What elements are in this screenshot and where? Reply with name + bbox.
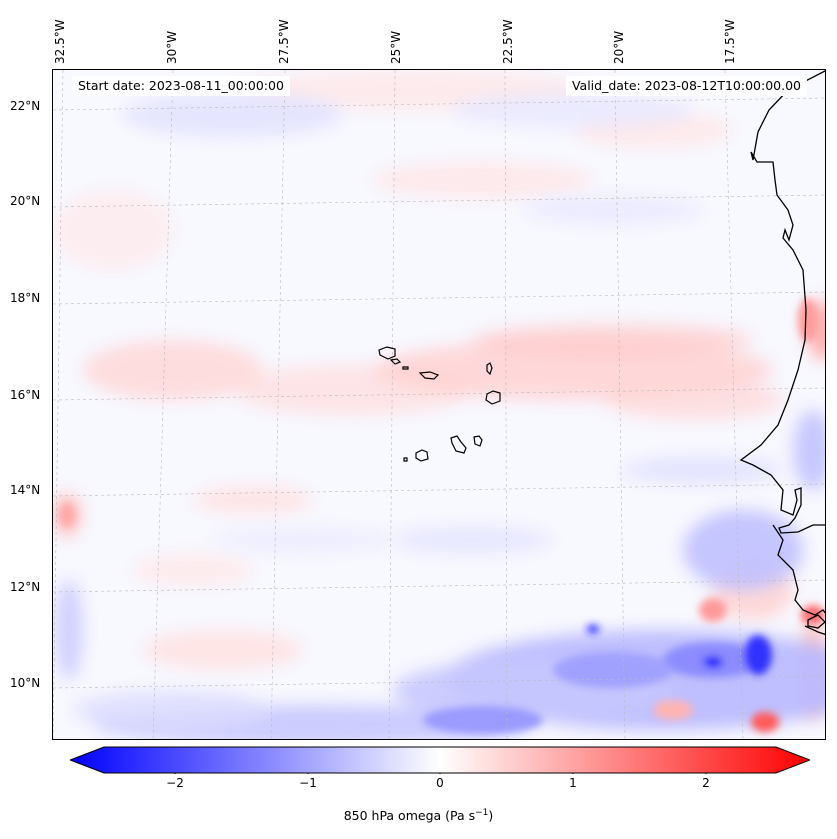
valid-date-label: Valid_date: 2023-08-12T10:00:00.00 [565, 76, 807, 96]
omega-field-map [53, 70, 825, 739]
lon-label-27-5w: 27.5°W [277, 19, 291, 64]
colorbar-label-exponent: −1 [475, 808, 489, 818]
cb-tick-neg1: −1 [299, 776, 317, 790]
lat-label-12n: 12°N [10, 580, 41, 594]
colorbar [70, 746, 810, 774]
cb-tick-2: 2 [702, 776, 710, 790]
lat-label-14n: 14°N [10, 483, 41, 497]
lon-label-20w: 20°W [612, 30, 626, 64]
lon-label-32-5w: 32.5°W [53, 19, 67, 64]
lat-label-10n: 10°N [10, 676, 41, 690]
cape-verde-islands [378, 346, 501, 462]
start-date-label: Start date: 2023-08-11_00:00:00 [72, 76, 290, 96]
cb-tick-0: 0 [436, 776, 444, 790]
colorbar-ticks [174, 773, 707, 774]
lon-label-25w: 25°W [389, 30, 403, 64]
positive-omega-areas [53, 70, 825, 720]
lon-label-30w: 30°W [165, 30, 179, 64]
lon-label-22-5w: 22.5°W [501, 19, 515, 64]
gridlines [53, 70, 825, 739]
lat-label-20n: 20°N [10, 194, 41, 208]
lat-label-18n: 18°N [10, 291, 41, 305]
african-coastline [739, 70, 825, 636]
lat-label-22n: 22°N [10, 99, 41, 113]
colorbar-label: 850 hPa omega (Pa s−1) [0, 808, 837, 823]
map-panel [52, 69, 826, 740]
colorbar-label-close: ) [488, 808, 494, 824]
cb-tick-neg2: −2 [166, 776, 184, 790]
cb-tick-1: 1 [569, 776, 577, 790]
lat-label-16n: 16°N [10, 388, 41, 402]
colorbar-gradient [70, 746, 810, 774]
lon-label-17-5w: 17.5°W [723, 19, 737, 64]
strong-omega-cells [59, 298, 825, 734]
colorbar-label-text: 850 hPa omega (Pa s [343, 808, 476, 824]
